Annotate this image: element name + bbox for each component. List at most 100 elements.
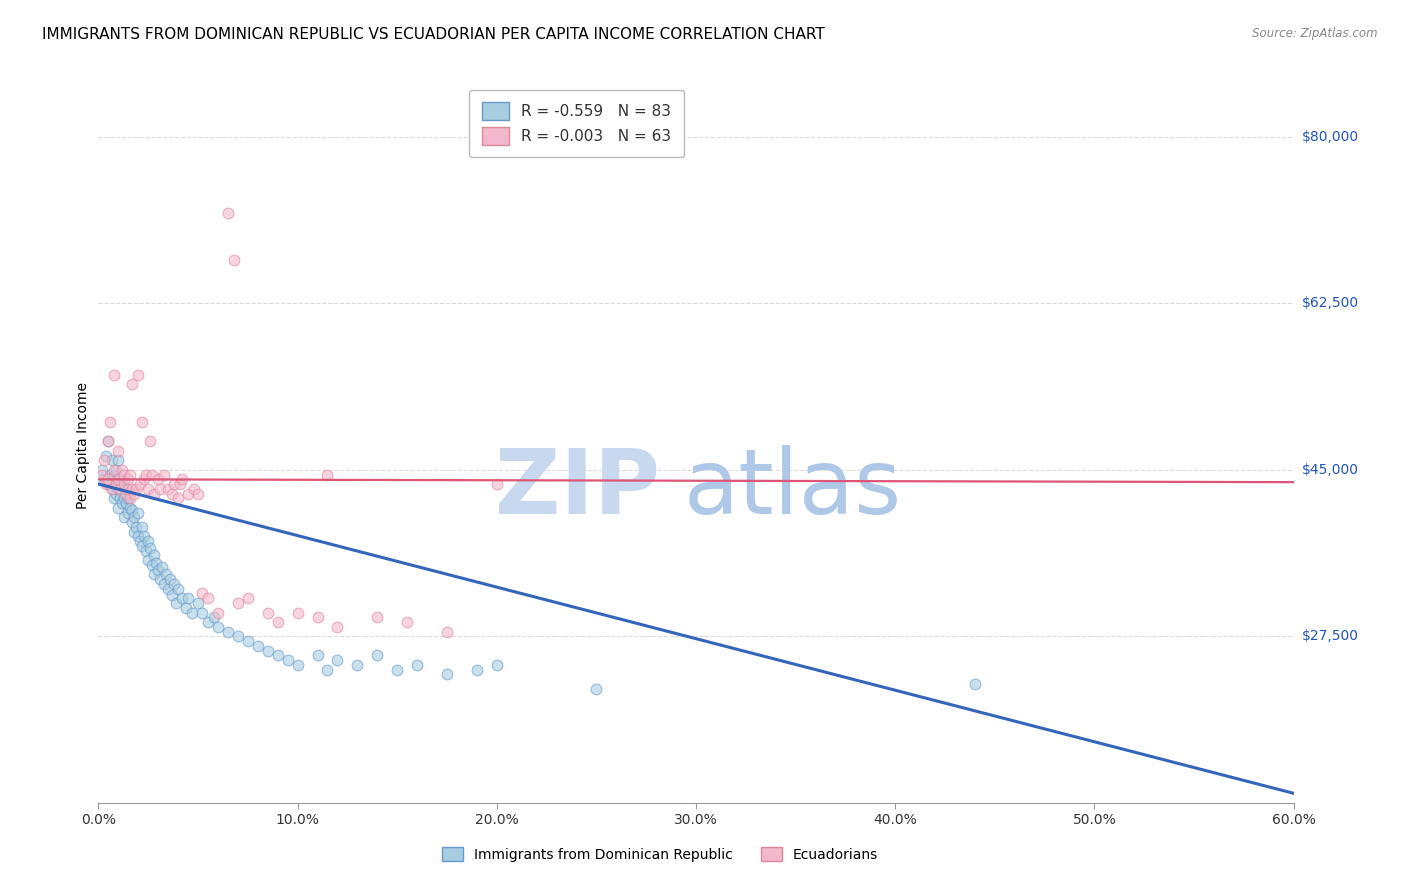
Point bbox=[134, 472, 156, 486]
Point bbox=[191, 586, 214, 600]
Point bbox=[436, 667, 458, 681]
Point bbox=[135, 543, 157, 558]
Point bbox=[160, 588, 183, 602]
Point bbox=[127, 529, 149, 543]
Point bbox=[91, 463, 114, 477]
Point bbox=[110, 491, 132, 506]
Point bbox=[149, 572, 172, 586]
Point bbox=[111, 477, 134, 491]
Point bbox=[91, 467, 114, 482]
Point bbox=[127, 368, 149, 382]
Point bbox=[149, 482, 172, 496]
Point bbox=[112, 467, 135, 482]
Point bbox=[202, 610, 225, 624]
Point bbox=[112, 510, 135, 524]
Point bbox=[117, 472, 139, 486]
Point bbox=[112, 477, 135, 491]
Point bbox=[97, 434, 120, 449]
Point bbox=[96, 477, 118, 491]
Point bbox=[316, 663, 339, 677]
Point bbox=[115, 496, 138, 510]
Point bbox=[141, 558, 163, 572]
Point bbox=[107, 472, 129, 486]
Text: $45,000: $45,000 bbox=[1302, 463, 1358, 477]
Point bbox=[585, 681, 607, 696]
Point bbox=[120, 467, 142, 482]
Point bbox=[103, 463, 125, 477]
Legend: Immigrants from Dominican Republic, Ecuadorians: Immigrants from Dominican Republic, Ecua… bbox=[437, 841, 883, 867]
Point bbox=[101, 482, 124, 496]
Point bbox=[153, 577, 176, 591]
Point bbox=[117, 491, 139, 506]
Point bbox=[267, 615, 290, 629]
Point bbox=[236, 634, 259, 648]
Text: IMMIGRANTS FROM DOMINICAN REPUBLIC VS ECUADORIAN PER CAPITA INCOME CORRELATION C: IMMIGRANTS FROM DOMINICAN REPUBLIC VS EC… bbox=[42, 27, 825, 42]
Point bbox=[131, 415, 153, 429]
Point bbox=[287, 657, 309, 672]
Point bbox=[129, 534, 152, 549]
Text: atlas: atlas bbox=[685, 445, 903, 533]
Point bbox=[160, 486, 183, 500]
Point bbox=[145, 556, 167, 570]
Point bbox=[157, 482, 180, 496]
Point bbox=[105, 477, 128, 491]
Point bbox=[107, 443, 129, 458]
Point bbox=[346, 657, 368, 672]
Point bbox=[97, 434, 120, 449]
Point bbox=[107, 453, 129, 467]
Point bbox=[177, 486, 200, 500]
Point bbox=[197, 615, 219, 629]
Point bbox=[326, 620, 349, 634]
Point bbox=[406, 657, 429, 672]
Point bbox=[307, 648, 329, 663]
Point bbox=[159, 572, 181, 586]
Point bbox=[115, 486, 138, 500]
Point bbox=[167, 491, 190, 506]
Point bbox=[316, 467, 339, 482]
Point bbox=[236, 591, 259, 606]
Point bbox=[165, 596, 187, 610]
Text: $27,500: $27,500 bbox=[1302, 629, 1358, 643]
Point bbox=[136, 553, 159, 567]
Text: Source: ZipAtlas.com: Source: ZipAtlas.com bbox=[1253, 27, 1378, 40]
Point bbox=[226, 596, 249, 610]
Point bbox=[153, 467, 176, 482]
Point bbox=[125, 482, 148, 496]
Point bbox=[207, 620, 229, 634]
Point bbox=[136, 534, 159, 549]
Point bbox=[172, 472, 194, 486]
Point bbox=[110, 472, 132, 486]
Point bbox=[141, 467, 163, 482]
Point bbox=[135, 467, 157, 482]
Point bbox=[98, 415, 122, 429]
Point bbox=[307, 610, 329, 624]
Point bbox=[174, 600, 197, 615]
Point bbox=[256, 606, 278, 620]
Point bbox=[103, 491, 125, 506]
Point bbox=[167, 582, 190, 596]
Point bbox=[121, 515, 143, 529]
Point bbox=[172, 591, 194, 606]
Point bbox=[117, 506, 139, 520]
Point bbox=[112, 491, 135, 506]
Point bbox=[217, 206, 239, 220]
Point bbox=[277, 653, 299, 667]
Point bbox=[110, 482, 132, 496]
Point bbox=[150, 559, 173, 574]
Point bbox=[121, 502, 143, 516]
Point bbox=[124, 486, 146, 500]
Point bbox=[366, 648, 388, 663]
Point bbox=[125, 520, 148, 534]
Point bbox=[226, 629, 249, 643]
Point bbox=[107, 500, 129, 515]
Point bbox=[97, 477, 120, 491]
Point bbox=[246, 639, 269, 653]
Point bbox=[93, 453, 115, 467]
Point bbox=[148, 472, 170, 486]
Point bbox=[96, 449, 118, 463]
Point bbox=[105, 463, 128, 477]
Point bbox=[134, 529, 156, 543]
Point bbox=[177, 591, 200, 606]
Point bbox=[101, 453, 124, 467]
Point bbox=[197, 591, 219, 606]
